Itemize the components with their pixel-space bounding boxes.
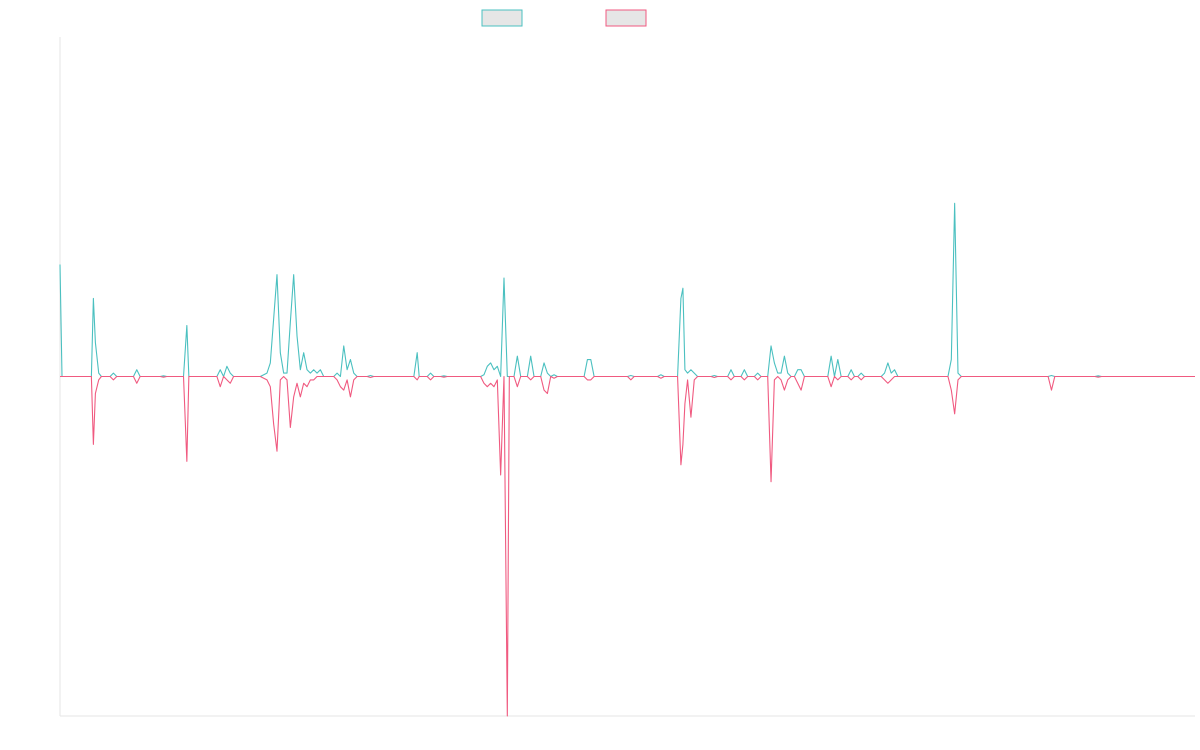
legend-swatch-2: [605, 9, 647, 27]
legend-item-1: [481, 9, 523, 27]
series-line-1: [59, 202, 1195, 378]
series-line-2: [60, 375, 1195, 717]
legend-item-2: [605, 9, 647, 27]
legend: [481, 9, 647, 27]
legend-swatch-1: [481, 9, 523, 27]
series-layer: [59, 202, 1195, 717]
